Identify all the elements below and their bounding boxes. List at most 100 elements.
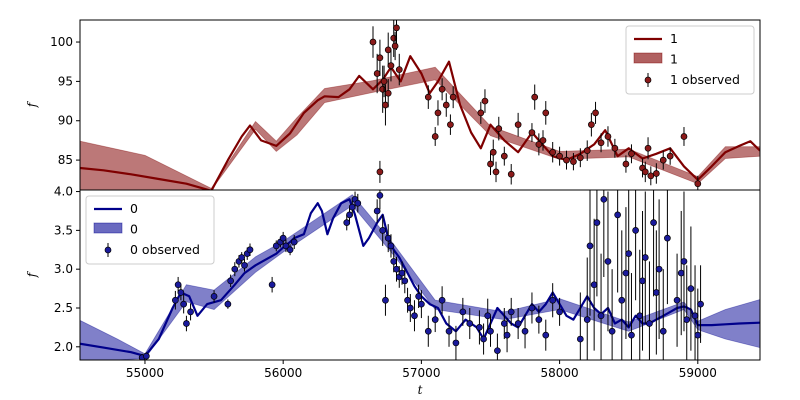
- data-point: [431, 133, 439, 140]
- data-point: [272, 242, 280, 250]
- data-point: [477, 109, 485, 117]
- data-point: [390, 258, 398, 265]
- data-point: [348, 203, 356, 211]
- data-point: [570, 158, 577, 166]
- data-point: [528, 129, 536, 136]
- data-point: [290, 238, 298, 246]
- data-point: [666, 152, 674, 160]
- legend-top: 1 1 1 observed: [625, 25, 755, 95]
- data-point: [641, 254, 649, 261]
- data-point: [384, 234, 392, 242]
- data-point: [415, 292, 422, 300]
- data-point: [183, 320, 190, 327]
- data-point: [650, 219, 657, 226]
- data-point: [393, 24, 400, 32]
- data-point: [438, 296, 446, 304]
- data-point: [279, 234, 287, 242]
- data-point: [438, 85, 446, 93]
- data-point: [379, 85, 387, 93]
- legend-entry-label: 1 observed: [670, 72, 740, 87]
- data-point: [542, 331, 550, 339]
- data-point: [387, 62, 395, 69]
- data-point: [376, 168, 384, 176]
- data-point: [227, 277, 235, 285]
- data-point: [384, 89, 392, 97]
- data-point: [424, 93, 432, 101]
- panel-top-plot-area: [80, 20, 760, 190]
- x-tick-label: 55000: [126, 366, 164, 380]
- data-point: [395, 66, 403, 73]
- data-point: [652, 289, 660, 296]
- data-point: [622, 269, 630, 277]
- data-point: [503, 331, 511, 339]
- data-point: [286, 246, 294, 254]
- data-point: [449, 93, 457, 101]
- data-point: [210, 292, 218, 300]
- data-point: [576, 154, 584, 162]
- data-point: [466, 320, 474, 327]
- data-point: [563, 156, 570, 164]
- y-tick-label: 85: [58, 153, 73, 167]
- x-tick-label: 57000: [402, 366, 440, 380]
- data-point: [507, 308, 515, 316]
- data-point: [376, 54, 384, 62]
- data-point: [586, 242, 594, 250]
- data-point: [393, 265, 400, 273]
- data-point: [659, 156, 667, 164]
- data-point: [404, 296, 411, 304]
- data-point: [680, 258, 688, 265]
- data-point: [593, 219, 601, 226]
- data-point: [442, 101, 450, 109]
- data-point: [452, 339, 460, 347]
- data-point: [424, 327, 432, 335]
- data-point: [608, 327, 616, 335]
- data-point: [514, 121, 522, 129]
- data-point: [588, 121, 595, 129]
- data-point: [500, 320, 508, 327]
- data-point: [180, 300, 188, 308]
- data-point: [447, 121, 454, 129]
- data-point: [632, 227, 639, 234]
- data-point: [282, 242, 290, 250]
- data-point: [346, 211, 353, 219]
- data-point: [431, 316, 439, 323]
- data-point: [380, 78, 388, 85]
- data-point: [268, 281, 276, 289]
- data-point: [535, 141, 543, 148]
- data-point: [583, 316, 591, 323]
- data-point: [639, 277, 646, 285]
- data-point: [434, 109, 442, 117]
- data-point: [576, 335, 584, 343]
- data-point: [406, 304, 414, 312]
- data-point: [677, 269, 685, 277]
- data-point: [549, 148, 557, 156]
- y-axis-label-bottom: f: [25, 270, 39, 278]
- data-point: [494, 347, 501, 355]
- data-point: [611, 144, 619, 152]
- data-point: [687, 285, 695, 292]
- data-point: [539, 137, 547, 144]
- legend-box: [85, 195, 215, 265]
- data-point: [614, 211, 621, 219]
- data-point: [476, 324, 483, 331]
- data-point: [445, 327, 453, 335]
- data-point: [655, 265, 663, 273]
- data-point: [628, 150, 635, 158]
- data-point: [600, 195, 608, 203]
- panel-bottom-plot-area: [80, 190, 760, 360]
- data-point: [495, 125, 503, 132]
- y-tick-label: 90: [58, 114, 73, 128]
- data-point: [659, 327, 667, 335]
- data-point: [528, 304, 536, 312]
- data-point: [694, 331, 702, 339]
- data-point: [172, 296, 179, 304]
- y-axis-label-top: f: [25, 100, 39, 108]
- data-point: [379, 227, 387, 234]
- data-point: [492, 168, 500, 176]
- data-point: [459, 308, 467, 316]
- data-point: [401, 277, 409, 285]
- data-point: [507, 170, 515, 178]
- legend-point-swatch: [644, 76, 652, 84]
- data-point: [694, 180, 702, 188]
- y-tick-label: 2.5: [54, 301, 73, 315]
